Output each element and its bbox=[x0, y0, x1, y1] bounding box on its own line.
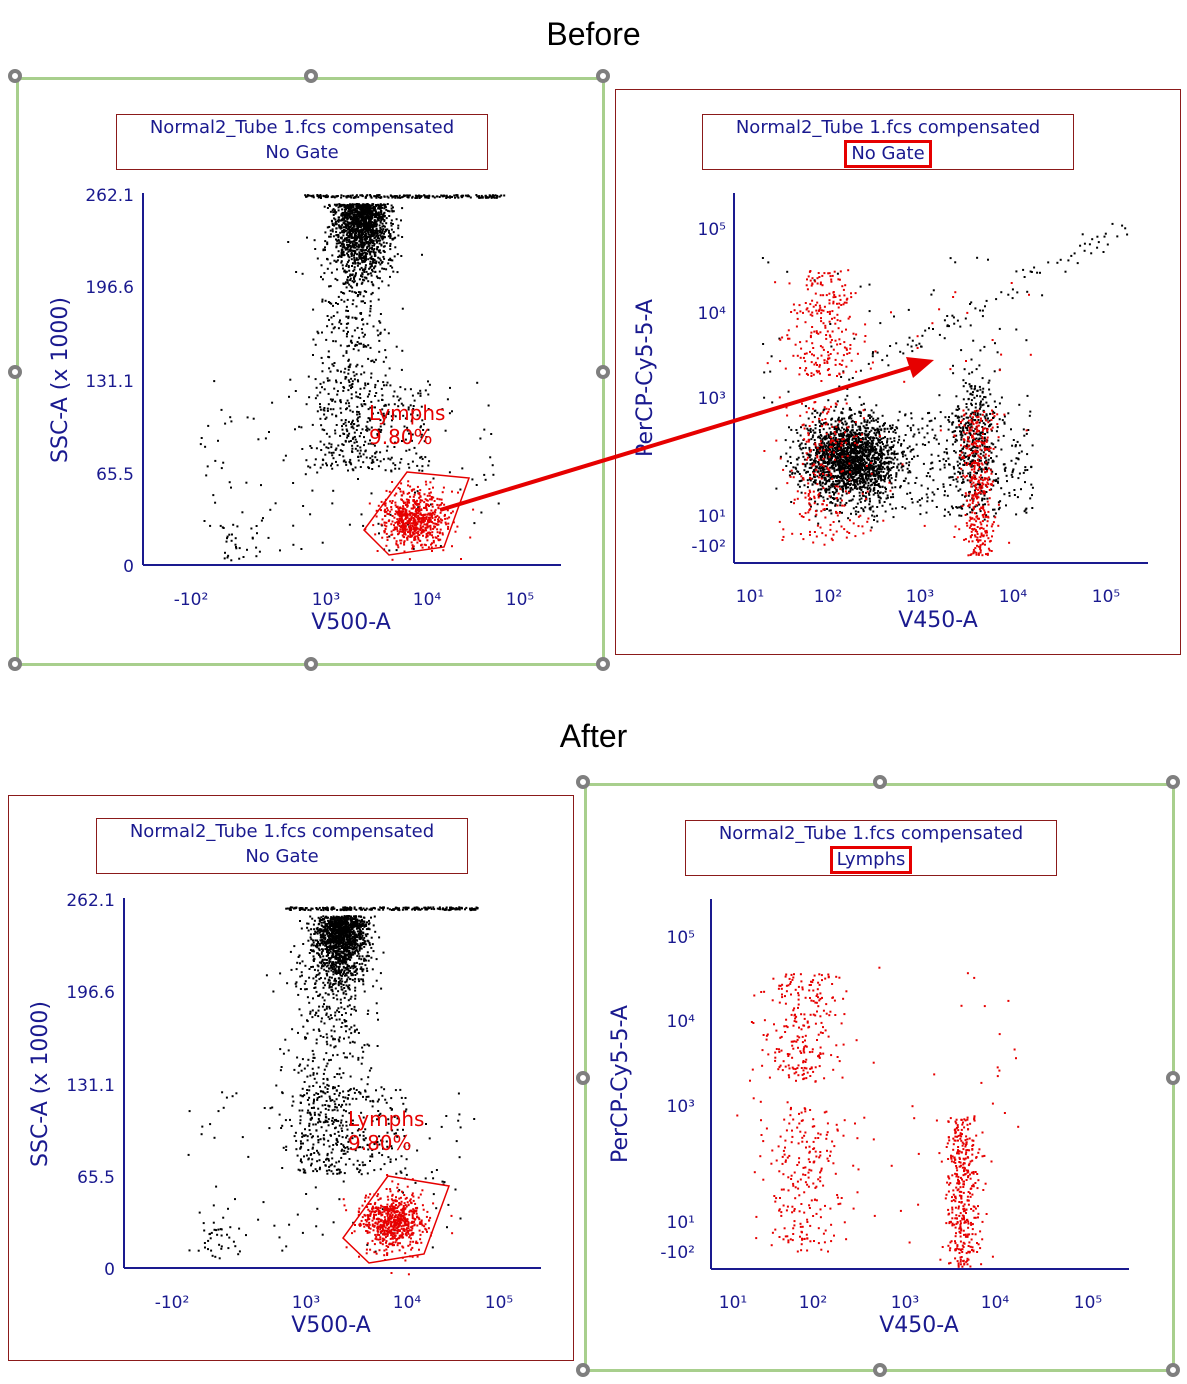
x-tick-label: 10⁴ bbox=[999, 587, 1028, 607]
gate-percent-label: 9.80% bbox=[369, 425, 433, 449]
x-axis-label: V450-A bbox=[898, 608, 978, 633]
y-tick-label: 131.1 bbox=[85, 372, 134, 392]
y-axis-label: SSC-A (x 1000) bbox=[48, 297, 73, 463]
y-tick-label: 65.5 bbox=[96, 465, 134, 485]
y-tick-label: 0 bbox=[123, 557, 134, 577]
resize-handle[interactable] bbox=[596, 365, 610, 379]
percp-v450-scatter: 10⁵ 10⁴ 10³ 10¹ -10² 10¹ 10² 10³ 10⁴ 10⁵… bbox=[633, 193, 1148, 633]
x-tick-label: 10² bbox=[814, 587, 842, 607]
y-tick-label: 10¹ bbox=[698, 507, 726, 527]
plot-header-gate: Lymphs bbox=[686, 846, 1056, 874]
x-axis-label: V450-A bbox=[879, 1313, 959, 1338]
resize-handle[interactable] bbox=[8, 657, 22, 671]
plot-header-gate: No Gate bbox=[265, 142, 339, 163]
after-percp-v450-plot[interactable]: Normal2_Tube 1.fcs compensated Lymphs 10… bbox=[576, 775, 1180, 1377]
x-tick-label: 10⁵ bbox=[506, 590, 534, 610]
events bbox=[199, 194, 506, 562]
events bbox=[761, 222, 1129, 557]
plot-header: Normal2_Tube 1.fcs compensated No Gate bbox=[96, 818, 468, 874]
x-tick-label: 10⁵ bbox=[1092, 587, 1120, 607]
ssc-v500-scatter: 262.1 196.6 131.1 65.5 0 -10² 10³ 10⁴ 10… bbox=[48, 186, 561, 635]
y-tick-label: 196.6 bbox=[66, 983, 115, 1003]
plot-header-gate: No Gate bbox=[245, 846, 319, 867]
plot-header-file: Normal2_Tube 1.fcs compensated bbox=[129, 821, 435, 842]
y-tick-label: 196.6 bbox=[85, 278, 134, 298]
highlighted-gate-name: No Gate bbox=[844, 140, 932, 168]
gate-percent-label: 9.80% bbox=[348, 1131, 412, 1155]
x-tick-label: 10⁴ bbox=[393, 1293, 422, 1313]
resize-handle[interactable] bbox=[596, 69, 610, 83]
resize-handle[interactable] bbox=[1166, 775, 1180, 789]
resize-handle[interactable] bbox=[1166, 1363, 1180, 1377]
y-axis-label: PerCP-Cy5-5-A bbox=[608, 1005, 633, 1163]
gate-name-label: Lymphs bbox=[348, 1107, 424, 1131]
resize-handle[interactable] bbox=[8, 69, 22, 83]
resize-handle[interactable] bbox=[873, 775, 887, 789]
y-tick-label: 0 bbox=[104, 1260, 115, 1280]
x-tick-label: 10³ bbox=[312, 590, 340, 610]
before-percp-v450-plot[interactable]: Normal2_Tube 1.fcs compensated No Gate 1… bbox=[615, 89, 1181, 655]
y-tick-label: 10⁴ bbox=[698, 304, 727, 324]
x-tick-label: 10⁴ bbox=[981, 1293, 1010, 1313]
resize-handle[interactable] bbox=[576, 1363, 590, 1377]
y-tick-label: 262.1 bbox=[66, 891, 115, 911]
y-tick-label: 10³ bbox=[667, 1097, 695, 1117]
y-tick-label: -10² bbox=[691, 537, 726, 557]
resize-handle[interactable] bbox=[304, 657, 318, 671]
plot-header: Normal2_Tube 1.fcs compensated No Gate bbox=[116, 114, 488, 170]
resize-handle[interactable] bbox=[8, 365, 22, 379]
highlighted-gate-name: Lymphs bbox=[829, 846, 913, 874]
x-tick-label: 10³ bbox=[891, 1293, 919, 1313]
resize-handle[interactable] bbox=[873, 1363, 887, 1377]
x-tick-label: 10¹ bbox=[736, 587, 764, 607]
plot-header-file: Normal2_Tube 1.fcs compensated bbox=[735, 117, 1041, 138]
resize-handle[interactable] bbox=[1166, 1071, 1180, 1085]
y-tick-label: 131.1 bbox=[66, 1076, 115, 1096]
events bbox=[736, 966, 1020, 1268]
plot-header-file: Normal2_Tube 1.fcs compensated bbox=[718, 823, 1024, 844]
y-tick-label: 10⁵ bbox=[698, 220, 726, 240]
y-axis-label: PerCP-Cy5-5-A bbox=[633, 299, 658, 457]
x-tick-label: 10⁵ bbox=[1074, 1293, 1102, 1313]
before-title: Before bbox=[546, 16, 641, 52]
y-tick-label: 10⁵ bbox=[667, 928, 695, 948]
x-tick-label: 10¹ bbox=[719, 1293, 747, 1313]
lymphs-gate-polygon[interactable] bbox=[342, 1175, 451, 1264]
y-tick-label: 65.5 bbox=[77, 1168, 115, 1188]
x-tick-label: 10³ bbox=[906, 587, 934, 607]
events bbox=[187, 906, 479, 1276]
after-ssc-v500-plot[interactable]: Normal2_Tube 1.fcs compensated No Gate 2… bbox=[8, 795, 574, 1361]
after-title: After bbox=[559, 718, 628, 754]
resize-handle[interactable] bbox=[596, 657, 610, 671]
x-tick-label: 10² bbox=[799, 1293, 827, 1313]
y-tick-label: 262.1 bbox=[85, 186, 134, 206]
y-axis-label: SSC-A (x 1000) bbox=[28, 1001, 53, 1167]
x-tick-label: -10² bbox=[155, 1293, 190, 1313]
resize-handle[interactable] bbox=[304, 69, 318, 83]
x-axis-label: V500-A bbox=[311, 610, 391, 635]
x-tick-label: 10³ bbox=[292, 1293, 320, 1313]
resize-handle[interactable] bbox=[576, 775, 590, 789]
x-tick-label: 10⁵ bbox=[485, 1293, 513, 1313]
plot-header-file: Normal2_Tube 1.fcs compensated bbox=[149, 117, 455, 138]
plot-header: Normal2_Tube 1.fcs compensated Lymphs bbox=[685, 820, 1057, 876]
percp-v450-scatter: 10⁵ 10⁴ 10³ 10¹ -10² 10¹ 10² 10³ 10⁴ 10⁵… bbox=[608, 899, 1129, 1338]
before-ssc-v500-plot[interactable]: Normal2_Tube 1.fcs compensated No Gate 2… bbox=[8, 69, 610, 671]
gate-name-label: Lymphs bbox=[369, 401, 445, 425]
x-axis-label: V500-A bbox=[291, 1313, 371, 1338]
ssc-v500-scatter: 262.1 196.6 131.1 65.5 0 -10² 10³ 10⁴ 10… bbox=[28, 891, 541, 1338]
y-tick-label: 10⁴ bbox=[667, 1012, 696, 1032]
y-tick-label: -10² bbox=[660, 1243, 695, 1263]
x-tick-label: 10⁴ bbox=[413, 590, 442, 610]
y-tick-label: 10¹ bbox=[667, 1213, 695, 1233]
y-tick-label: 10³ bbox=[698, 389, 726, 409]
plot-header: Normal2_Tube 1.fcs compensated No Gate bbox=[702, 114, 1074, 170]
resize-handle[interactable] bbox=[576, 1071, 590, 1085]
x-tick-label: -10² bbox=[174, 590, 209, 610]
plot-header-gate: No Gate bbox=[703, 140, 1073, 168]
